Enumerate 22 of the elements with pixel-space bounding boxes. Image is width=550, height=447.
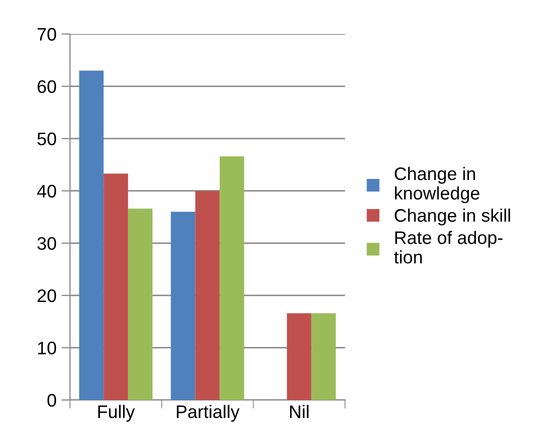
bar (286, 313, 312, 400)
bar (220, 156, 244, 400)
x-tick-label: Fully (98, 404, 135, 422)
legend-label: Change in skill (394, 208, 510, 226)
legend-label: Rate of adop- tion (394, 230, 502, 264)
x-tick-label: Nil (290, 404, 308, 418)
y-tick-label: 40 (37, 184, 56, 198)
bar (79, 70, 104, 400)
legend-label: Change in knowledge (394, 166, 480, 204)
bar (104, 174, 128, 400)
y-tick-label: 20 (38, 289, 56, 302)
bar (128, 208, 152, 400)
bar (170, 212, 196, 400)
y-tick-label: 30 (37, 237, 56, 250)
y-tick-label: 0 (47, 394, 56, 407)
y-tick-label: 50 (37, 132, 56, 146)
x-tick-label: Partially (176, 404, 240, 422)
bar (311, 313, 336, 400)
y-tick-label: 60 (38, 80, 56, 94)
bar (195, 190, 220, 400)
y-tick-label: 70 (38, 28, 56, 41)
y-tick-label: 10 (38, 342, 56, 354)
